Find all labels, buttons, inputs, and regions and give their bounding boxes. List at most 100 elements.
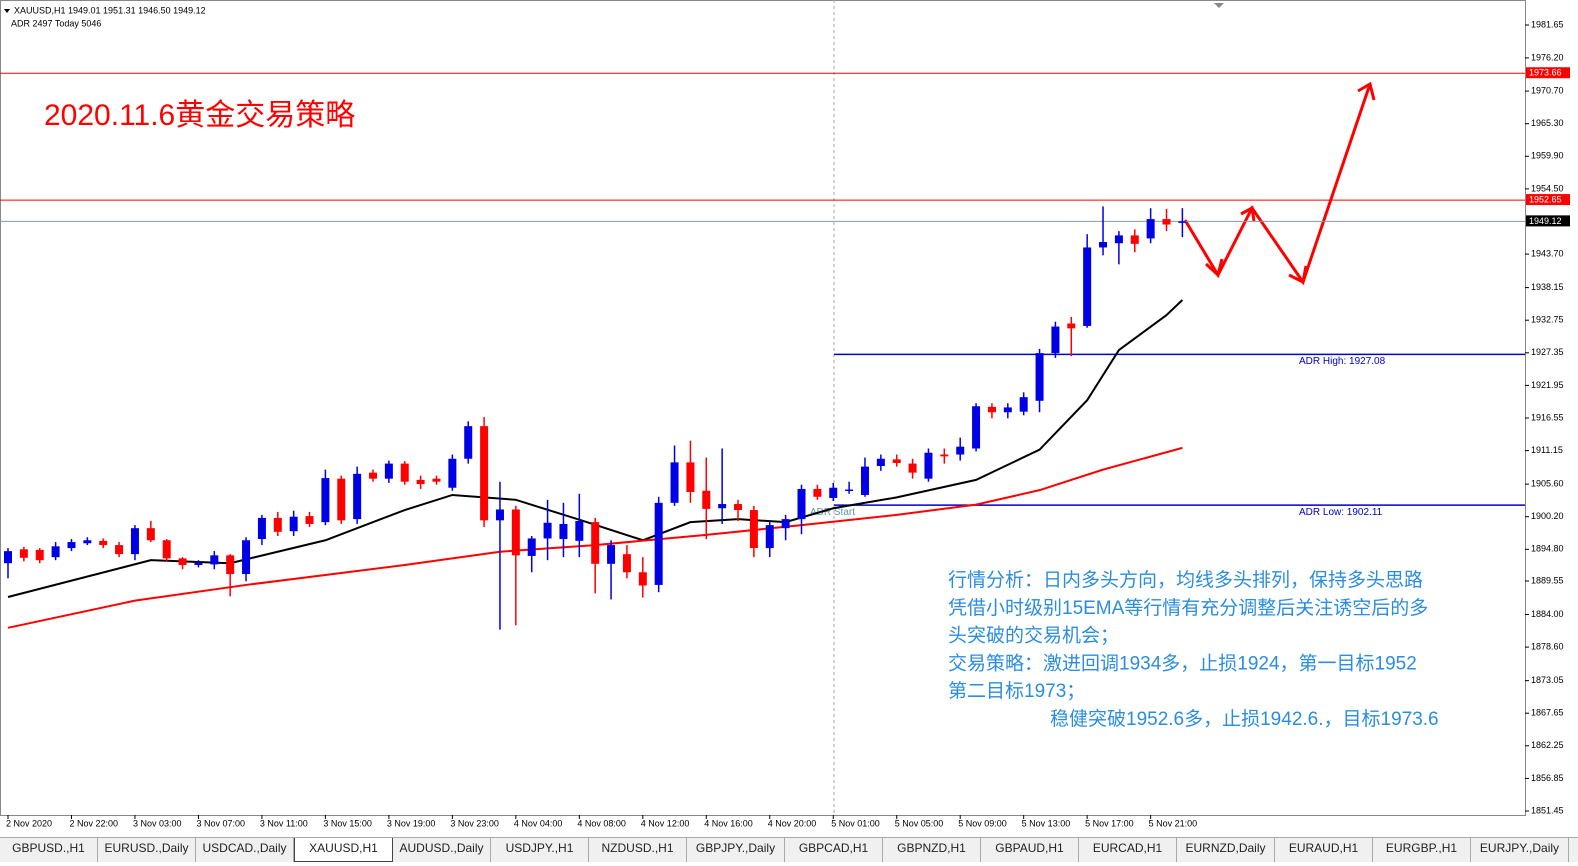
symbol-tab[interactable]: EURNZD,Daily bbox=[1177, 838, 1275, 862]
y-tick-label: 1884.00 bbox=[1531, 609, 1564, 619]
symbol-info: XAUUSD,H1 1949.01 1951.31 1946.50 1949.1… bbox=[14, 5, 206, 15]
x-tick-label: 5 Nov 21:00 bbox=[1149, 818, 1198, 828]
symbol-tab[interactable]: NZDUSD.,H1 bbox=[589, 838, 687, 862]
candle-body bbox=[1083, 247, 1092, 326]
candle-body bbox=[543, 522, 552, 539]
y-tick-label: 1889.55 bbox=[1531, 575, 1564, 585]
x-tick-label: 3 Nov 19:00 bbox=[387, 818, 436, 828]
candle-body bbox=[384, 463, 393, 479]
candle-body bbox=[400, 463, 409, 482]
candle-body bbox=[781, 519, 790, 529]
y-tick-label: 1911.15 bbox=[1531, 445, 1563, 455]
analysis-line: 头突破的交易机会； bbox=[948, 625, 1119, 647]
symbol-tab[interactable]: XAUUSD,H1 bbox=[294, 838, 393, 862]
candle-body bbox=[765, 525, 774, 549]
candle-body bbox=[607, 545, 616, 564]
candle-body bbox=[369, 472, 378, 479]
x-tick-label: 4 Nov 04:00 bbox=[514, 818, 563, 828]
candle-body bbox=[289, 516, 298, 532]
candle-body bbox=[432, 478, 441, 482]
y-tick-label: 1900.20 bbox=[1531, 511, 1564, 521]
adr-info: ADR 2497 Today 5046 bbox=[11, 18, 101, 28]
candle-body bbox=[1146, 219, 1155, 239]
candle-body bbox=[718, 504, 727, 509]
x-tick-label: 3 Nov 03:00 bbox=[133, 818, 182, 828]
y-tick-label: 1905.60 bbox=[1531, 478, 1564, 488]
candle-body bbox=[416, 479, 425, 485]
candle-body bbox=[654, 502, 663, 585]
candle-body bbox=[829, 487, 838, 498]
candle-body bbox=[702, 490, 711, 509]
symbol-tab[interactable]: GBPUSD.,H1 bbox=[0, 838, 98, 862]
candle-body bbox=[924, 452, 933, 479]
candle-body bbox=[559, 523, 568, 540]
symbol-tab[interactable]: EURCAD,H1 bbox=[1079, 838, 1177, 862]
candle-body bbox=[1035, 353, 1044, 401]
y-tick-label: 1921.95 bbox=[1531, 380, 1564, 390]
y-tick-label: 1856.85 bbox=[1531, 773, 1564, 783]
symbol-tab[interactable]: EURGBP.,H1 bbox=[1373, 838, 1471, 862]
symbol-tab[interactable]: AUDUSD.,Daily bbox=[393, 838, 491, 862]
candle-body bbox=[19, 549, 28, 558]
candle-body bbox=[892, 459, 901, 463]
y-tick-label: 1862.25 bbox=[1531, 740, 1564, 750]
candle-body bbox=[257, 517, 266, 540]
candle-body bbox=[972, 406, 981, 449]
candle-body bbox=[908, 463, 917, 473]
x-tick-label: 4 Nov 12:00 bbox=[641, 818, 690, 828]
y-tick-label: 1981.65 bbox=[1531, 19, 1564, 29]
y-tick-label: 1954.50 bbox=[1531, 183, 1564, 193]
candle-body bbox=[273, 517, 282, 532]
symbol-tab[interactable]: GBPAUD,H1 bbox=[981, 838, 1079, 862]
y-tick-label: 1959.90 bbox=[1531, 151, 1564, 161]
x-tick-label: 5 Nov 01:00 bbox=[831, 818, 880, 828]
x-tick-label: 3 Nov 07:00 bbox=[196, 818, 245, 828]
ema-line bbox=[7, 299, 1184, 598]
symbol-tab[interactable]: GBPJPY.,Daily bbox=[687, 838, 785, 862]
chart: XAUUSD,H1 1949.01 1951.31 1946.50 1949.1… bbox=[0, 0, 1570, 828]
candle-body bbox=[575, 520, 584, 541]
x-tick-label: 5 Nov 09:00 bbox=[958, 818, 1007, 828]
symbol-tab[interactable]: EURUSD.,Daily bbox=[98, 838, 196, 862]
candle-body bbox=[67, 542, 76, 549]
arrow-head bbox=[1288, 265, 1308, 285]
arrow-head bbox=[1204, 258, 1224, 278]
level-label: 1952.65 bbox=[1529, 194, 1562, 204]
x-tick-label: 5 Nov 05:00 bbox=[895, 818, 944, 828]
y-tick-label: 1851.45 bbox=[1531, 805, 1564, 815]
x-tick-label: 2 Nov 2020 bbox=[6, 818, 52, 828]
arrow-head bbox=[1240, 205, 1256, 222]
candle-body bbox=[305, 516, 314, 524]
symbol-tab[interactable]: GBPNZD,H1 bbox=[883, 838, 981, 862]
scroll-marker bbox=[1214, 3, 1224, 8]
x-tick-label: 4 Nov 16:00 bbox=[704, 818, 753, 828]
analysis-line: 稳健突破1952.6多，止损1942.6.，目标1973.6 bbox=[1050, 708, 1439, 730]
adr-start-label: ADR Start bbox=[810, 507, 855, 518]
symbol-tab[interactable]: GBPCAD,H1 bbox=[785, 838, 883, 862]
candle-body bbox=[99, 540, 108, 546]
candle-body bbox=[622, 554, 631, 573]
symbol-tab[interactable]: EURJPY.,Daily bbox=[1471, 838, 1569, 862]
candle-body bbox=[1099, 242, 1108, 248]
candle-body bbox=[987, 406, 996, 413]
symbol-tab[interactable]: USDCAD.,Daily bbox=[196, 838, 294, 862]
candle-body bbox=[813, 488, 822, 497]
symbol-tab[interactable]: USDJPY.,H1 bbox=[491, 838, 589, 862]
candle-body bbox=[178, 558, 187, 566]
analysis-line: 凭借小时级别15EMA等行情有充分调整后关注诱空后的多 bbox=[948, 597, 1428, 619]
level-box bbox=[1526, 194, 1570, 206]
candle-body bbox=[591, 522, 600, 564]
symbol-tab[interactable]: EURAUD,H1 bbox=[1275, 838, 1373, 862]
menu-marker bbox=[4, 9, 10, 13]
y-tick-label: 1932.75 bbox=[1531, 315, 1564, 325]
x-tick-label: 3 Nov 11:00 bbox=[260, 818, 308, 828]
candle-body bbox=[734, 504, 743, 511]
y-tick-label: 1970.70 bbox=[1531, 85, 1564, 95]
candle-body bbox=[940, 454, 949, 457]
candle-body bbox=[130, 528, 139, 555]
y-tick-label: 1943.70 bbox=[1531, 248, 1564, 258]
candle-body bbox=[83, 540, 92, 544]
candle-body bbox=[876, 458, 885, 466]
candle-body bbox=[860, 466, 869, 495]
